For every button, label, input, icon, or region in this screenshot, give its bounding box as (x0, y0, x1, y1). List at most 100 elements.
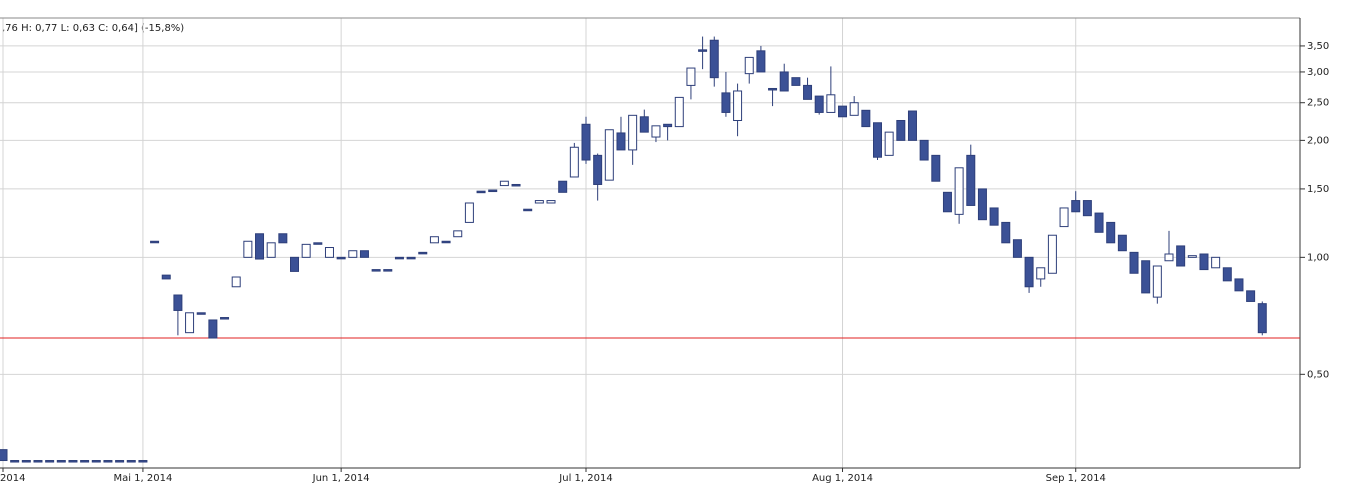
x-tick-label: Mai 1, 2014 (113, 473, 172, 484)
candle-body (954, 167, 964, 215)
plot-area (0, 18, 1300, 468)
candle-body (1129, 251, 1139, 274)
candle-body (1211, 256, 1221, 269)
candle-body (1141, 260, 1151, 294)
candle-body (1257, 303, 1267, 334)
candle-body (709, 39, 719, 79)
candle-body (744, 56, 754, 75)
candle-body (115, 460, 125, 463)
y-tick-label: 3,50 (1307, 41, 1329, 52)
candle-body (884, 131, 894, 156)
candle-body (21, 460, 31, 463)
candle-body (849, 102, 859, 116)
candle-body (1036, 267, 1046, 280)
candle-body (791, 77, 801, 86)
candle-body (873, 122, 882, 158)
candle-body (80, 460, 90, 463)
candle-body (1187, 255, 1197, 258)
candle-body (266, 242, 276, 258)
candle-body (534, 200, 544, 204)
candle-body (686, 67, 696, 86)
candle-body (907, 110, 917, 141)
candle-body (651, 125, 661, 138)
y-tick-label: 3,00 (1307, 67, 1329, 78)
candle-body (371, 269, 381, 272)
candle-body (616, 132, 626, 151)
x-tick-label: 2014 (0, 473, 25, 484)
candle-body (896, 119, 906, 141)
candle-body (733, 90, 743, 121)
candle-body (814, 95, 824, 113)
candle-body (1012, 239, 1022, 258)
candle-body (581, 123, 591, 161)
candle-body (768, 87, 778, 91)
candle-body (1246, 290, 1256, 302)
candle-body (161, 274, 171, 280)
candle-body (185, 312, 195, 334)
candle-body (255, 233, 265, 260)
x-tick-label: Aug 1, 2014 (812, 473, 873, 484)
candle-body (838, 105, 848, 118)
candle-body (313, 242, 323, 245)
candle-body (488, 189, 498, 193)
candle-body (558, 180, 568, 193)
candle-body (861, 109, 871, 128)
candle-body (977, 188, 987, 221)
candle-body (173, 294, 183, 311)
candle-body (1164, 253, 1174, 262)
candle-body (756, 50, 766, 73)
candle-body (441, 240, 451, 244)
candle-body (593, 154, 603, 185)
candle-body (546, 200, 556, 204)
x-tick-label: Sep 1, 2014 (1046, 473, 1106, 484)
ohlc-header: ,76 H: 0,77 L: 0,63 C: 0,64] (-15,8%) (2, 23, 184, 34)
candle-body (453, 230, 463, 238)
candle-body (919, 139, 929, 161)
candle-body (208, 319, 218, 339)
candle-body (45, 460, 55, 463)
candle-body (569, 146, 579, 178)
candle-body (826, 94, 836, 113)
candle-body (803, 84, 813, 100)
candle-body (1094, 212, 1104, 233)
candle-body (721, 92, 731, 113)
candle-body (290, 256, 299, 272)
x-tick-label: Jul 1, 2014 (558, 473, 612, 484)
candle-body (779, 71, 789, 92)
candle-body (126, 460, 136, 463)
candle-body (383, 269, 393, 272)
candle-body (1059, 207, 1069, 228)
candle-body (278, 233, 288, 244)
candle-body (10, 460, 20, 463)
candle-body (1024, 256, 1034, 288)
candle-body (0, 449, 8, 462)
candle-body (56, 460, 66, 463)
candle-body (231, 276, 241, 288)
candle-body (663, 123, 673, 128)
candle-body (324, 247, 334, 258)
candle-body (639, 116, 649, 133)
candle-body (301, 243, 311, 258)
candle-body (674, 96, 684, 128)
candle-body (406, 256, 416, 260)
candle-body (604, 129, 614, 181)
candle-body (1071, 200, 1081, 213)
candle-body (1152, 265, 1162, 298)
candle-body (1001, 221, 1011, 244)
candle-body (523, 208, 533, 212)
candle-body (698, 49, 708, 52)
y-tick-label: 2,00 (1307, 135, 1329, 146)
candle-body (931, 154, 941, 182)
candle-body (1199, 253, 1209, 271)
candle-body (966, 154, 976, 206)
candle-body (243, 240, 253, 258)
candle-body (1106, 221, 1116, 244)
y-tick-label: 0,50 (1307, 369, 1329, 380)
candle-body (1176, 245, 1186, 267)
candle-body (394, 256, 404, 260)
candle-body (418, 251, 428, 255)
candle-body (511, 183, 521, 187)
candle-body (429, 236, 439, 244)
candle-body (1222, 267, 1232, 282)
